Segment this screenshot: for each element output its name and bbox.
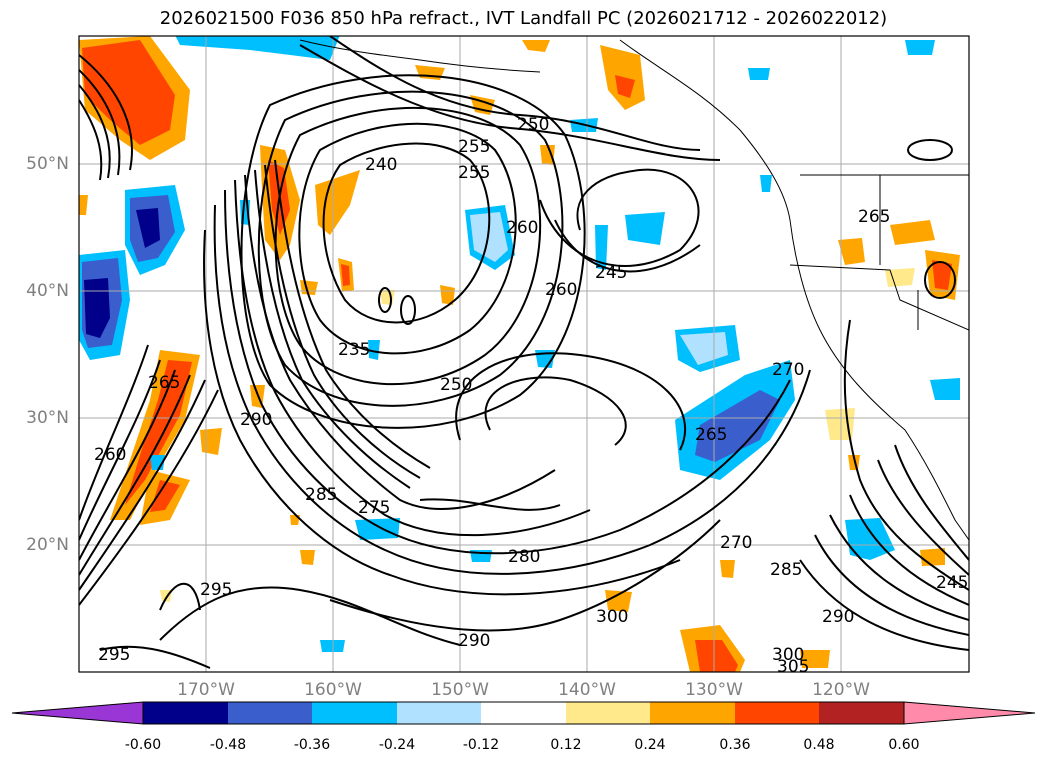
colorbar-tick: -0.36 <box>293 737 331 753</box>
colorbar-extend-high <box>903 701 1036 725</box>
colorbar-extend-low <box>11 701 144 725</box>
contour-label: 255 <box>458 163 490 183</box>
contour-label: 285 <box>305 485 337 505</box>
lon-label: 140°W <box>558 680 616 700</box>
lon-label: 120°W <box>812 680 870 700</box>
coastlines <box>299 39 969 541</box>
contour-label: 275 <box>358 498 390 518</box>
map-title: 2026021500 F036 850 hPa refract., IVT La… <box>159 8 888 29</box>
contour-label: 255 <box>458 137 490 157</box>
contour-label: 260 <box>506 218 538 238</box>
contour-label: 295 <box>98 645 130 665</box>
lat-label: 50°N <box>26 154 69 174</box>
colorbar-tick: 0.36 <box>719 737 751 753</box>
colorbar-tick: -0.24 <box>378 737 416 753</box>
contour-label-group: 240 250 255 260 245 260 235 250 265 270 … <box>94 115 968 677</box>
contour-label: 260 <box>545 280 577 300</box>
contour-label: 250 <box>517 115 549 135</box>
colorbar <box>11 701 1036 725</box>
refractivity-contours <box>79 36 969 669</box>
contour-label: 285 <box>770 560 802 580</box>
contour-label: 245 <box>936 573 968 593</box>
contour-label: 265 <box>858 207 890 227</box>
contour-label: 280 <box>508 547 540 567</box>
lon-label: 160°W <box>304 680 362 700</box>
colorbar-tick: 0.60 <box>888 737 920 753</box>
contour-label: 290 <box>240 410 272 430</box>
positive-anomaly-shading <box>79 36 960 672</box>
contour-label: 300 <box>772 645 804 665</box>
negative-anomaly-shading <box>79 36 960 652</box>
map-frame <box>78 35 970 673</box>
contour-label: 290 <box>822 607 854 627</box>
colorbar-tick: 0.12 <box>550 737 582 753</box>
contour-label: 240 <box>365 155 397 175</box>
colorbar-tick: -0.12 <box>462 737 500 753</box>
contour-label: 245 <box>595 263 627 283</box>
graticule <box>79 36 969 672</box>
contour-label: 305 <box>777 657 809 677</box>
contour-label: 300 <box>596 607 628 627</box>
contour-label: 265 <box>148 373 180 393</box>
contour-label: 270 <box>772 360 804 380</box>
contour-label: 290 <box>458 631 490 651</box>
colorbar-tick: -0.60 <box>124 737 162 753</box>
colorbar-tick: 0.48 <box>803 737 835 753</box>
map-panel: 240 250 255 260 245 260 235 250 265 270 … <box>79 36 969 677</box>
lon-label: 150°W <box>431 680 489 700</box>
contour-label: 295 <box>200 580 232 600</box>
lon-label: 170°W <box>177 680 235 700</box>
contour-label: 260 <box>94 445 126 465</box>
colorbar-tick: 0.24 <box>634 737 666 753</box>
colorbar-tick: -0.48 <box>209 737 247 753</box>
contour-label: 250 <box>440 375 472 395</box>
lon-label: 130°W <box>685 680 743 700</box>
lat-label: 20°N <box>26 535 69 555</box>
contour-label: 270 <box>720 533 752 553</box>
lat-label: 40°N <box>26 281 69 301</box>
contour-label: 235 <box>338 340 370 360</box>
contour-label: 265 <box>695 425 727 445</box>
lat-label: 30°N <box>26 408 69 428</box>
